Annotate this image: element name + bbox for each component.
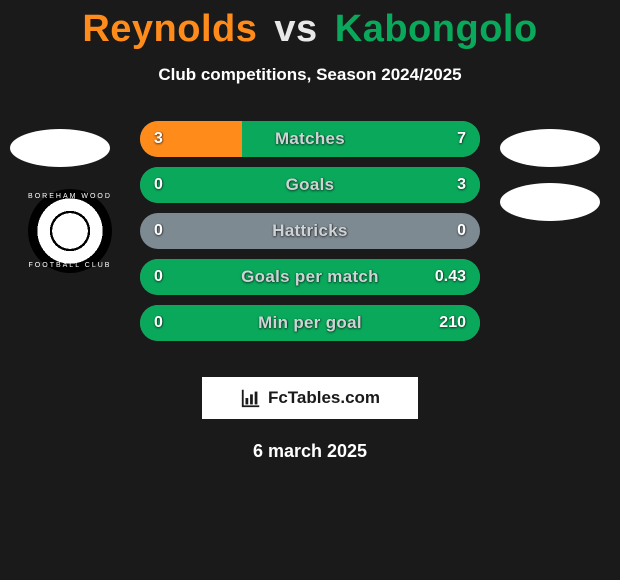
stat-value-right: 7 [457, 130, 466, 148]
stat-bar: 0 0.43 Goals per match [140, 259, 480, 295]
title-vs: vs [274, 8, 317, 50]
page-title: Reynolds vs Kabongolo [0, 0, 620, 51]
player2-badge-ellipse-1 [500, 129, 600, 167]
stat-label: Matches [275, 129, 345, 149]
stat-value-right: 210 [439, 314, 466, 332]
stat-bar: 0 0 Hattricks [140, 213, 480, 249]
brand-box[interactable]: FcTables.com [202, 377, 418, 419]
stat-value-right: 0.43 [435, 268, 466, 286]
player2-badge-ellipse-2 [500, 183, 600, 221]
stat-value-right: 0 [457, 222, 466, 240]
stat-value-left: 0 [154, 176, 163, 194]
stat-label: Goals per match [241, 267, 379, 287]
crest-text-top: BOREHAM WOOD [28, 193, 112, 200]
stat-value-left: 0 [154, 314, 163, 332]
title-player2: Kabongolo [335, 8, 538, 50]
crest-text-bottom: FOOTBALL CLUB [29, 262, 112, 269]
player1-club-crest: BOREHAM WOOD FOOTBALL CLUB [28, 189, 112, 273]
title-player1: Reynolds [82, 8, 257, 50]
stat-bar: 3 7 Matches [140, 121, 480, 157]
date-text: 6 march 2025 [0, 441, 620, 462]
stat-label: Goals [286, 175, 335, 195]
stat-value-left: 3 [154, 130, 163, 148]
stat-bars: 3 7 Matches 0 3 Goals 0 0 Hattricks 0 0.43 Goals pe… [140, 121, 480, 341]
stat-bar: 0 210 Min per goal [140, 305, 480, 341]
subtitle: Club competitions, Season 2024/2025 [0, 65, 620, 85]
brand-text: FcTables.com [268, 388, 380, 408]
chart-icon [240, 387, 262, 409]
stat-label: Hattricks [272, 221, 347, 241]
stat-label: Min per goal [258, 313, 362, 333]
stat-value-left: 0 [154, 222, 163, 240]
stat-bar: 0 3 Goals [140, 167, 480, 203]
player1-badge-ellipse [10, 129, 110, 167]
stat-value-left: 0 [154, 268, 163, 286]
stat-value-right: 3 [457, 176, 466, 194]
comparison-stage: BOREHAM WOOD FOOTBALL CLUB 3 7 Matches 0 3 Go… [0, 121, 620, 361]
